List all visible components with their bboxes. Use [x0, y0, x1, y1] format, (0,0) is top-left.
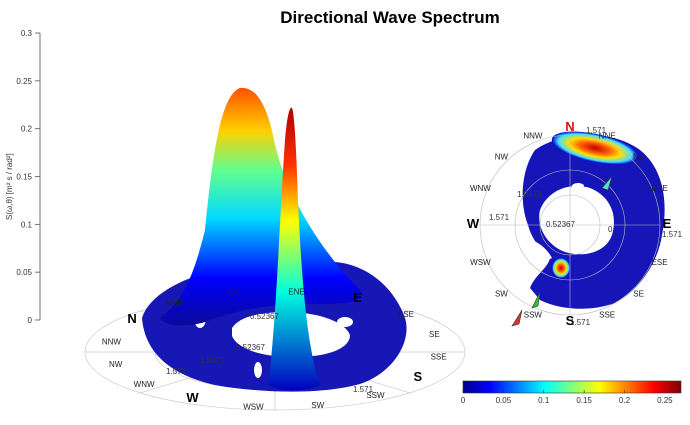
polar-dir-ese: ESE [652, 258, 668, 267]
polar-radial-tick: 1.571 [586, 126, 607, 135]
chart-title: Directional Wave Spectrum [280, 8, 500, 27]
polar-dir-wsw: WSW [470, 258, 491, 267]
polar-radial-tick: 1.571 [489, 213, 510, 222]
floor-dir-wnw: WNW [134, 380, 155, 389]
floor-dir-e: E [353, 290, 362, 305]
polar-direction-labels: N NNE NE ENE E ESE SE SSE S SSW SW WSW W WNW NW NNW [467, 119, 672, 328]
polar-gap [520, 239, 552, 261]
rim-tick: 0.52367 [236, 343, 265, 352]
colorbar: 0 0.05 0.1 0.15 0.2 0.25 [461, 380, 682, 405]
floor-dir-ese: ESE [398, 310, 414, 319]
rim-tick: 0.52367 [250, 312, 279, 321]
floor-dir-sw: SW [311, 401, 324, 410]
surface-plot: 0 0.05 0.1 0.15 0.2 0.25 0.3 S(ω,θ) [m² s / ra… [5, 29, 466, 412]
polar-dir-s: S [566, 313, 575, 328]
colorbar-gradient [462, 380, 682, 394]
polar-radial-tick: 1.0473 [517, 190, 542, 199]
colorbar-tick-label: 0.1 [538, 396, 550, 405]
polar-inner-hole [539, 186, 614, 255]
floor-dir-nw: NW [109, 360, 123, 369]
floor-dir-ene: ENE [288, 288, 304, 297]
polar-dir-n: N [565, 119, 574, 134]
floor-dir-n: N [127, 311, 136, 326]
polar-dir-ssw: SSW [524, 311, 543, 320]
floor-dir-se: SE [429, 330, 440, 339]
z-tick-label: 0.1 [21, 220, 33, 229]
polar-hotspot [551, 131, 639, 165]
colorbar-tick-label: 0.15 [576, 396, 592, 405]
z-axis-label: S(ω,θ) [m² s / rad²] [5, 153, 14, 220]
colorbar-tick-label: 0.05 [496, 396, 512, 405]
rim-tick: 1.571 [353, 385, 374, 394]
wind-arrow-icon [511, 309, 523, 327]
colorbar-tick-label: 0.2 [619, 396, 631, 405]
colorbar-tick-label: 0 [461, 396, 466, 405]
polar-radial-tick: 0.52367 [546, 220, 575, 229]
z-tick-label: 0.25 [16, 77, 32, 86]
z-tick-label: 0.2 [21, 125, 33, 134]
floor-dir-sse: SSE [431, 353, 447, 362]
surface-hole [337, 317, 353, 327]
polar-hotspot [552, 258, 570, 278]
floor-dir-w: W [186, 390, 199, 405]
colorbar-ticks: 0 0.05 0.1 0.15 0.2 0.25 [461, 390, 673, 405]
polar-hole [572, 183, 584, 189]
polar-dir-nne: NNE [599, 131, 616, 140]
polar-dir-ne: NE [633, 152, 644, 161]
z-axis-ticks: 0 0.05 0.1 0.15 0.2 0.25 0.3 [16, 29, 40, 325]
wave-arrow-icon [601, 175, 613, 191]
colorbar-tick-label: 0.25 [657, 396, 673, 405]
polar-dir-wnw: WNW [470, 184, 491, 193]
floor-dir-ssw: SSW [366, 391, 385, 400]
polar-dir-ene: ENE [651, 184, 667, 193]
rim-tick: 1.571 [166, 367, 187, 376]
floor-dir-nnw: NNW [102, 337, 122, 346]
z-tick-label: 0.15 [16, 173, 32, 182]
floor-dir-wsw: WSW [243, 402, 264, 411]
z-tick-label: 0 [28, 316, 33, 325]
z-tick-label: 0.05 [16, 268, 32, 277]
z-tick-label: 0.3 [21, 29, 33, 38]
rim-tick: 1.0473 [200, 356, 225, 365]
polar-radial-tick: 1.571 [662, 230, 683, 239]
polar-grid [479, 134, 661, 316]
sharp-peak [268, 107, 320, 391]
floor-dir-ne: NE [227, 289, 238, 298]
floor-dir-nne: NNE [166, 299, 183, 308]
polar-plot: N NNE NE ENE E ESE SE SSE S SSW SW WSW W WNW NW NNW 0.5… [467, 119, 683, 328]
wave-arrow-icon [531, 291, 541, 309]
polar-dir-e: E [663, 216, 672, 231]
polar-dir-se: SE [633, 290, 644, 299]
polar-dir-sw: SW [495, 290, 508, 299]
polar-dir-sse: SSE [599, 311, 615, 320]
polar-radial-tick: 0. [608, 225, 615, 234]
floor-direction-labels: N NNE NE ENE E ESE SE SSE S SSW SW WSW W WNW NW NNW [102, 288, 447, 412]
polar-radial-tick: 1.571 [570, 318, 591, 327]
polar-dir-nnw: NNW [523, 131, 543, 140]
broad-peak [160, 87, 362, 326]
surface-hole [254, 362, 262, 378]
floor-dir-s: S [414, 369, 423, 384]
polar-dir-w: W [467, 216, 480, 231]
polar-dir-nw: NW [495, 152, 509, 161]
